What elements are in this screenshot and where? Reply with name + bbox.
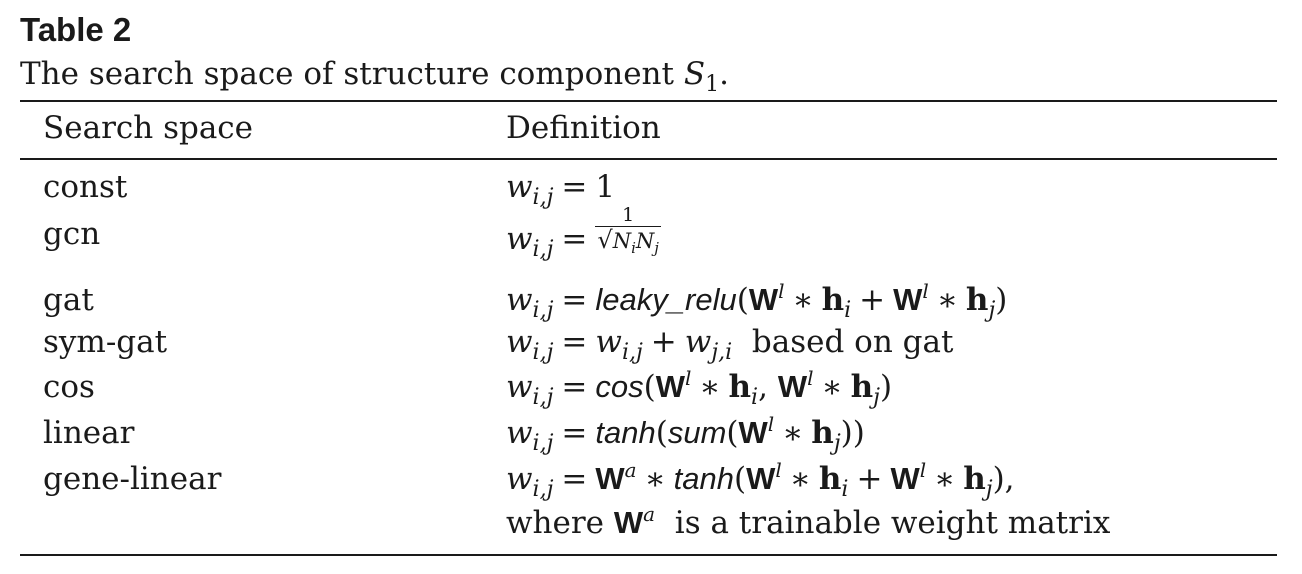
row-name-gene-linear: gene-linear: [43, 461, 222, 497]
header-rule: [20, 158, 1277, 160]
sym-gat-text: based on gat: [751, 324, 954, 360]
fn-tanh-2: tanh: [673, 461, 735, 496]
caption-symbol-subscript: 1: [705, 72, 720, 97]
fn-sum: sum: [667, 415, 727, 450]
row-name-linear: linear: [43, 415, 135, 451]
row-name-sym-gat: sym-gat: [43, 324, 168, 360]
gene-linear-where: where: [506, 505, 605, 541]
row-definition-const: wi,j = 1: [506, 169, 616, 210]
row-definition-gene-linear-line2: where Wa is a trainable weight matrix: [506, 502, 1111, 541]
table-caption: The search space of structure component …: [20, 54, 729, 98]
caption-end: .: [719, 56, 729, 92]
row-definition-linear: wi,j = tanh(sum(Wl ∗ hj)): [506, 412, 865, 456]
row-definition-sym-gat: wi,j = wi,j + wj,i based on gat: [506, 324, 954, 365]
table-label: Table 2: [20, 11, 132, 48]
caption-symbol: S: [683, 56, 706, 92]
header-search-space: Search space: [43, 110, 254, 146]
row-definition-gat: wi,j = leaky_relu(Wl ∗ hi + Wl ∗ hj): [506, 279, 1008, 323]
bottom-rule: [20, 554, 1277, 556]
gene-linear-suffix: is a trainable weight matrix: [674, 505, 1111, 541]
row-name-gat: gat: [43, 282, 94, 318]
fn-cos: cos: [595, 369, 644, 404]
fn-leaky-relu: leaky_relu: [595, 282, 737, 317]
header-definition: Definition: [506, 110, 661, 146]
row-name-const: const: [43, 169, 128, 205]
fn-tanh: tanh: [595, 415, 656, 450]
top-rule: [20, 100, 1277, 102]
row-name-cos: cos: [43, 369, 95, 405]
row-name-gcn: gcn: [43, 216, 101, 252]
caption-text: The search space of structure component: [20, 56, 684, 92]
row-definition-gcn: wi,j = 1 √NiNj: [506, 204, 661, 262]
row-definition-cos: wi,j = cos(Wl ∗ hi, Wl ∗ hj): [506, 366, 893, 410]
row-definition-gene-linear: wi,j = Wa ∗ tanh(Wl ∗ hi + Wl ∗ hj),: [506, 458, 1015, 502]
